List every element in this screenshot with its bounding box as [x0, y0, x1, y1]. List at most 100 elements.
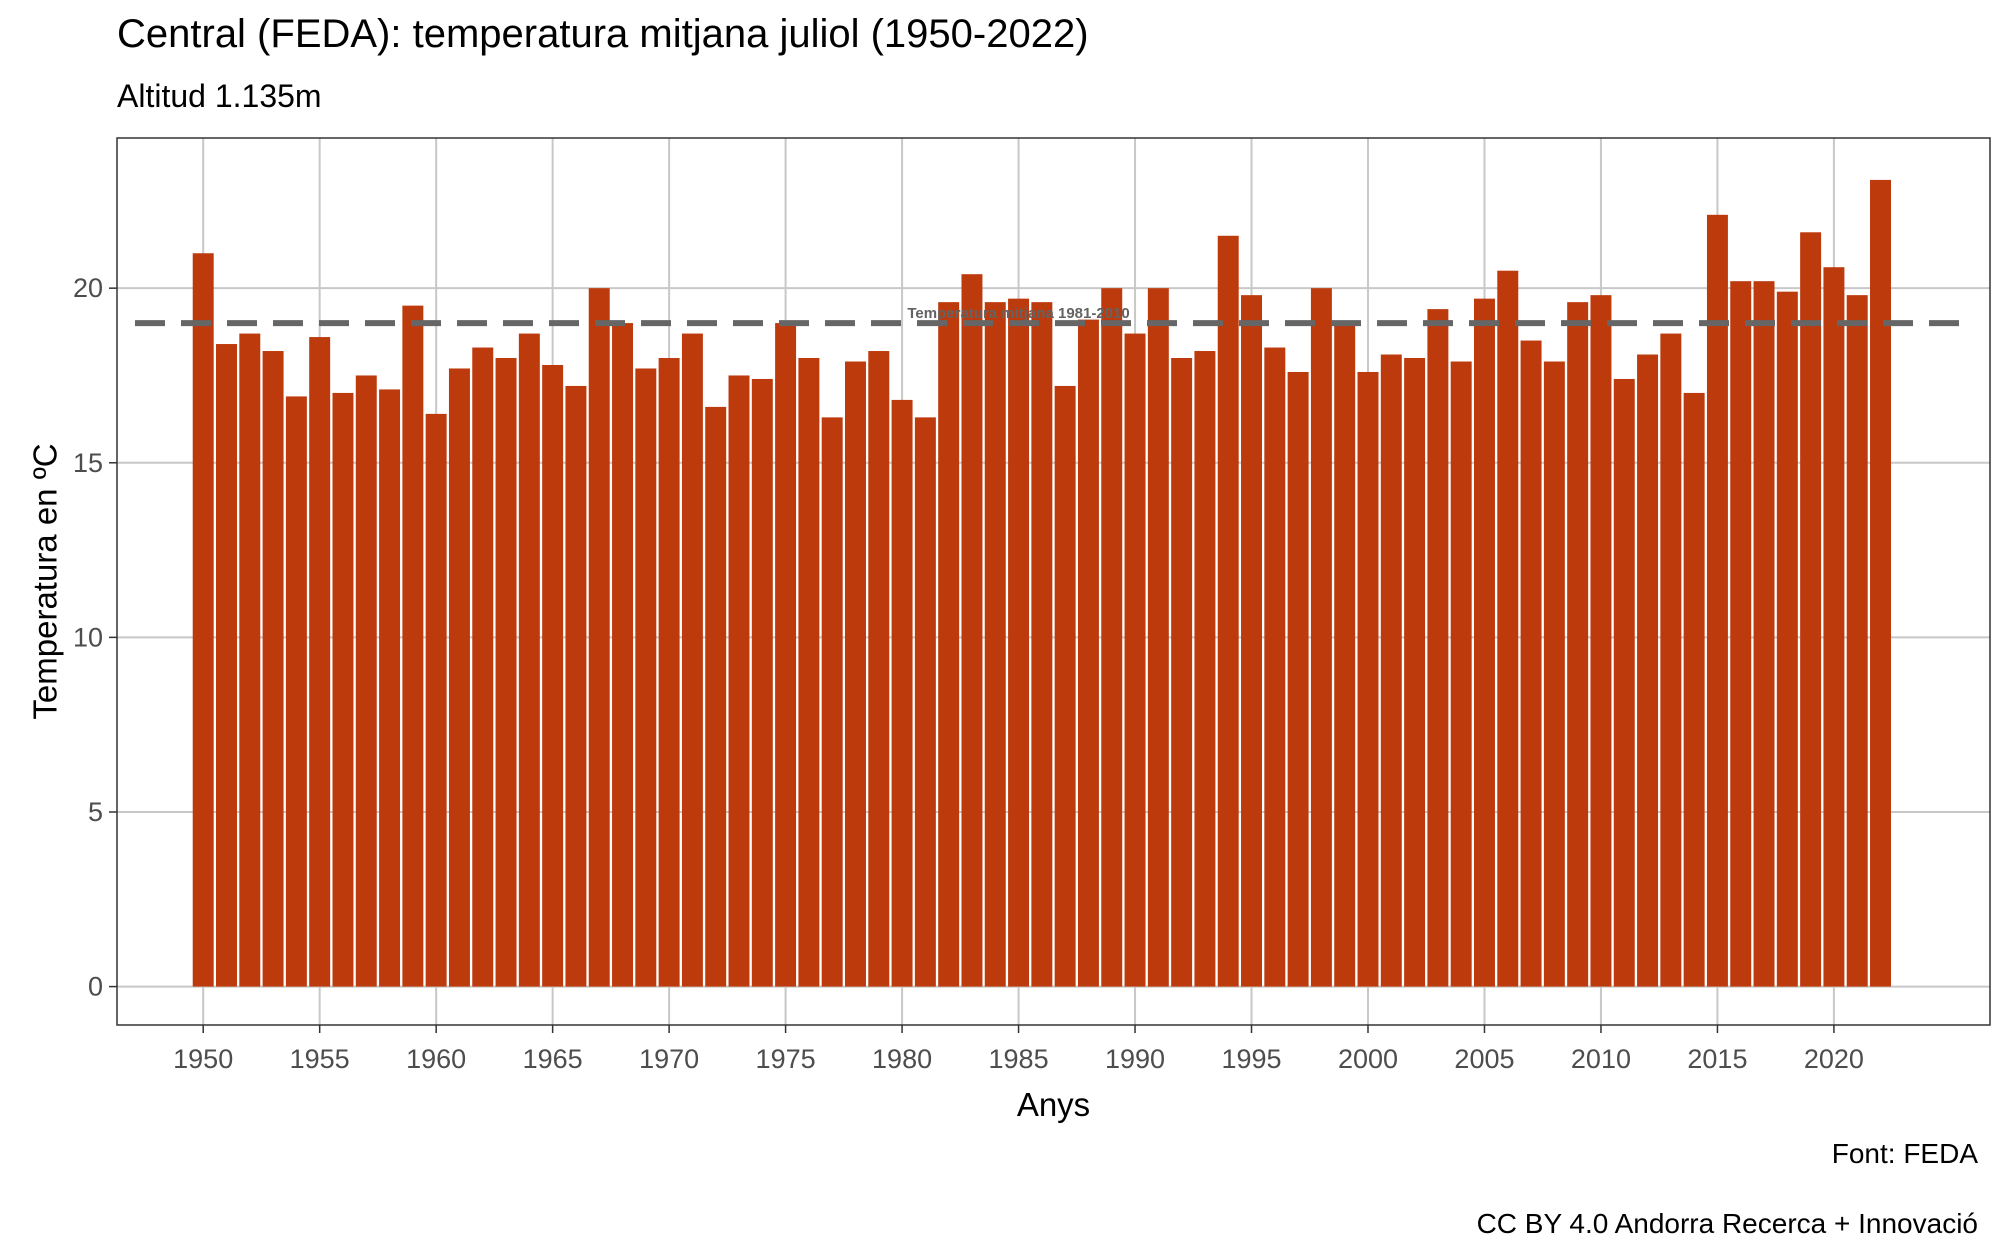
bar: [332, 392, 354, 987]
bar: [1637, 354, 1659, 987]
bar: [961, 274, 983, 987]
bar: [868, 351, 890, 987]
x-tick-label: 2005: [1454, 1044, 1514, 1074]
bar: [565, 385, 587, 987]
y-tick-label: 15: [73, 448, 103, 478]
bar: [1241, 295, 1262, 987]
x-tick-label: 2010: [1571, 1044, 1631, 1074]
bar: [681, 333, 703, 987]
bar: [1287, 371, 1309, 987]
bar: [495, 358, 517, 987]
bar: [192, 253, 214, 987]
bar: [285, 396, 307, 987]
bar: [518, 333, 540, 987]
bar: [1101, 288, 1123, 987]
chart-subtitle: Altitud 1.135m: [117, 78, 322, 114]
bar: [1520, 340, 1542, 987]
bar: [1054, 385, 1076, 987]
bar: [1730, 281, 1752, 987]
bar: [845, 361, 866, 987]
x-tick-label: 1950: [173, 1044, 233, 1074]
bar: [1473, 298, 1495, 987]
bar: [425, 413, 447, 987]
bar: [1008, 298, 1030, 987]
y-tick-label: 10: [73, 622, 103, 652]
bar: [1380, 354, 1402, 987]
y-axis-title: Temperatura en ºC: [27, 443, 64, 719]
bar: [1846, 295, 1868, 987]
bar: [1264, 347, 1286, 987]
x-tick-label: 2000: [1338, 1044, 1398, 1074]
bar: [472, 347, 494, 987]
caption-source: Font: FEDA: [1831, 1138, 1978, 1169]
bar: [1800, 232, 1822, 987]
bar: [1683, 392, 1705, 987]
y-tick-label: 5: [88, 797, 103, 827]
bar: [1357, 371, 1379, 987]
bar: [658, 358, 680, 987]
bar: [798, 358, 820, 987]
bar: [914, 417, 936, 987]
bar: [1497, 270, 1519, 987]
bar: [1776, 291, 1798, 987]
bar: [891, 399, 913, 987]
bar: [1823, 267, 1845, 987]
bar: [1450, 361, 1472, 987]
bars: [192, 179, 1891, 987]
x-axis-title: Anys: [1017, 1086, 1090, 1123]
bar: [938, 302, 960, 987]
panel-border: [116, 137, 1991, 1026]
bar: [239, 333, 261, 987]
bar: [1194, 351, 1216, 987]
bar: [635, 368, 657, 987]
x-tick-label: 1960: [406, 1044, 466, 1074]
bar: [984, 302, 1006, 987]
x-tick-label: 1970: [639, 1044, 699, 1074]
bar: [262, 351, 284, 987]
bar: [1543, 361, 1565, 987]
bar: [1124, 333, 1146, 987]
bar: [775, 323, 797, 987]
bar: [379, 389, 401, 987]
bar: [542, 364, 564, 987]
x-tick-label: 1965: [523, 1044, 583, 1074]
x-tick-label: 1975: [756, 1044, 816, 1074]
x-tick-label: 1955: [290, 1044, 350, 1074]
bar: [355, 375, 377, 987]
bar: [1310, 288, 1332, 987]
bar: [1404, 358, 1426, 987]
bar: [728, 375, 750, 987]
axes: 0 5 10 15 20 1950 1955 1960 1965 1970 1975 1980 1985…: [73, 273, 1864, 1074]
bar: [1613, 378, 1635, 987]
bar: [705, 406, 727, 987]
x-tick-label: 2015: [1687, 1044, 1747, 1074]
bar: [588, 288, 610, 987]
bar: [448, 368, 470, 987]
bar: [1660, 333, 1682, 987]
chart-title: Central (FEDA): temperatura mitjana juli…: [117, 12, 1089, 56]
bar: [1567, 302, 1589, 987]
bar: [1077, 319, 1099, 987]
bar: [1031, 302, 1053, 987]
bar: [402, 305, 424, 987]
y-tick-label: 0: [88, 972, 103, 1002]
bar: [612, 323, 634, 987]
x-tick-label: 1980: [872, 1044, 932, 1074]
bar: [1217, 235, 1239, 987]
bar: [1147, 288, 1169, 987]
bar: [216, 344, 237, 987]
bar: [1334, 323, 1356, 987]
reference-line-group: Temperatura mitjana 1981-2010: [135, 305, 1972, 327]
x-tick-label: 1995: [1221, 1044, 1281, 1074]
bar: [1427, 309, 1449, 987]
x-tick-label: 1990: [1105, 1044, 1165, 1074]
bar: [1590, 295, 1612, 987]
x-tick-label: 2020: [1804, 1044, 1864, 1074]
reference-line-label: Temperatura mitjana 1981-2010: [907, 305, 1129, 322]
bar: [1870, 179, 1891, 987]
y-tick-label: 20: [73, 273, 103, 303]
bar: [1171, 358, 1193, 987]
caption-license: CC BY 4.0 Andorra Recerca + Innovació: [1476, 1208, 1978, 1239]
x-tick-label: 1985: [989, 1044, 1049, 1074]
